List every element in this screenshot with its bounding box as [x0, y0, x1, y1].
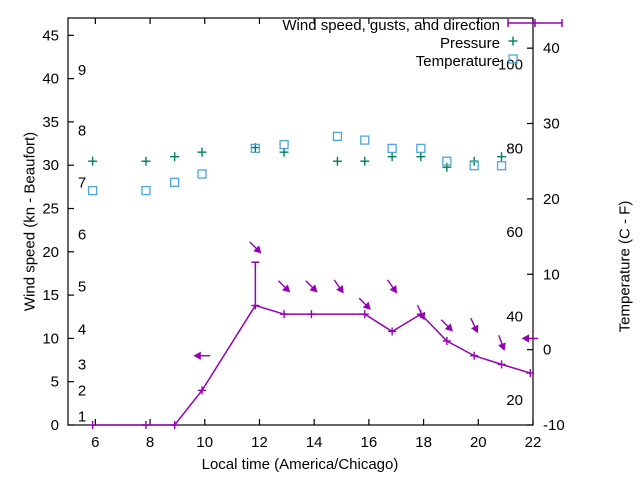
wind-direction-arrow	[440, 319, 453, 332]
svg-text:22: 22	[525, 434, 542, 451]
svg-text:100: 100	[498, 57, 523, 74]
svg-text:0: 0	[51, 417, 59, 434]
wind-direction-arrow	[333, 279, 344, 294]
svg-text:16: 16	[361, 434, 378, 451]
svg-text:5: 5	[78, 278, 86, 295]
svg-text:30: 30	[42, 157, 59, 174]
svg-text:3: 3	[78, 356, 86, 373]
svg-text:25: 25	[42, 201, 59, 218]
svg-text:20: 20	[506, 392, 523, 409]
svg-text:35: 35	[42, 114, 59, 131]
svg-text:5: 5	[51, 374, 59, 391]
svg-text:20: 20	[42, 244, 59, 261]
svg-text:80: 80	[506, 140, 523, 157]
wind-direction-arrow	[521, 334, 539, 343]
svg-text:9: 9	[78, 62, 86, 79]
svg-text:40: 40	[42, 71, 59, 88]
wind-direction-arrow	[193, 351, 211, 360]
wind-direction-arrow	[498, 334, 506, 351]
wind-direction-arrow	[305, 280, 318, 293]
plot-frame	[67, 17, 534, 426]
svg-text:60: 60	[506, 224, 523, 241]
legend-label-wind: Wind speed, gusts, and direction	[282, 17, 500, 34]
y-axis-title: Wind speed (kn - Beaufort)	[21, 131, 39, 312]
wind-direction-arrow	[416, 304, 426, 321]
y2-axis-title: Temperature (C - F)	[616, 200, 634, 333]
svg-text:12: 12	[251, 434, 268, 451]
legend-label-pressure: Pressure	[439, 35, 500, 52]
svg-text:45: 45	[42, 27, 59, 44]
svg-text:2: 2	[78, 382, 86, 399]
svg-text:1: 1	[78, 408, 86, 425]
svg-text:0: 0	[543, 342, 551, 359]
svg-text:10: 10	[42, 330, 59, 347]
svg-text:40: 40	[543, 40, 560, 57]
svg-text:6: 6	[78, 226, 86, 243]
wind-direction-arrow	[249, 241, 262, 254]
svg-text:-10: -10	[543, 417, 565, 434]
svg-text:4: 4	[78, 322, 86, 339]
svg-text:20: 20	[470, 434, 487, 451]
svg-text:8: 8	[78, 123, 86, 140]
wind-direction-arrow	[277, 280, 291, 293]
legend-label-temperature: Temperature	[415, 53, 500, 70]
svg-text:30: 30	[543, 116, 560, 133]
svg-text:14: 14	[306, 434, 323, 451]
svg-text:7: 7	[78, 175, 86, 192]
svg-text:10: 10	[543, 266, 560, 283]
wind-direction-arrow	[386, 279, 398, 294]
wind-direction-arrow	[358, 297, 371, 310]
svg-text:10: 10	[196, 434, 213, 451]
svg-text:40: 40	[506, 308, 523, 325]
wind-speed-line	[92, 304, 531, 426]
svg-text:15: 15	[42, 287, 59, 304]
svg-text:20: 20	[543, 191, 560, 208]
wind-direction-arrow	[470, 317, 479, 334]
svg-text:8: 8	[146, 434, 154, 451]
svg-text:18: 18	[415, 434, 432, 451]
svg-text:6: 6	[91, 434, 99, 451]
x-axis-title: Local time (America/Chicago)	[201, 456, 399, 473]
